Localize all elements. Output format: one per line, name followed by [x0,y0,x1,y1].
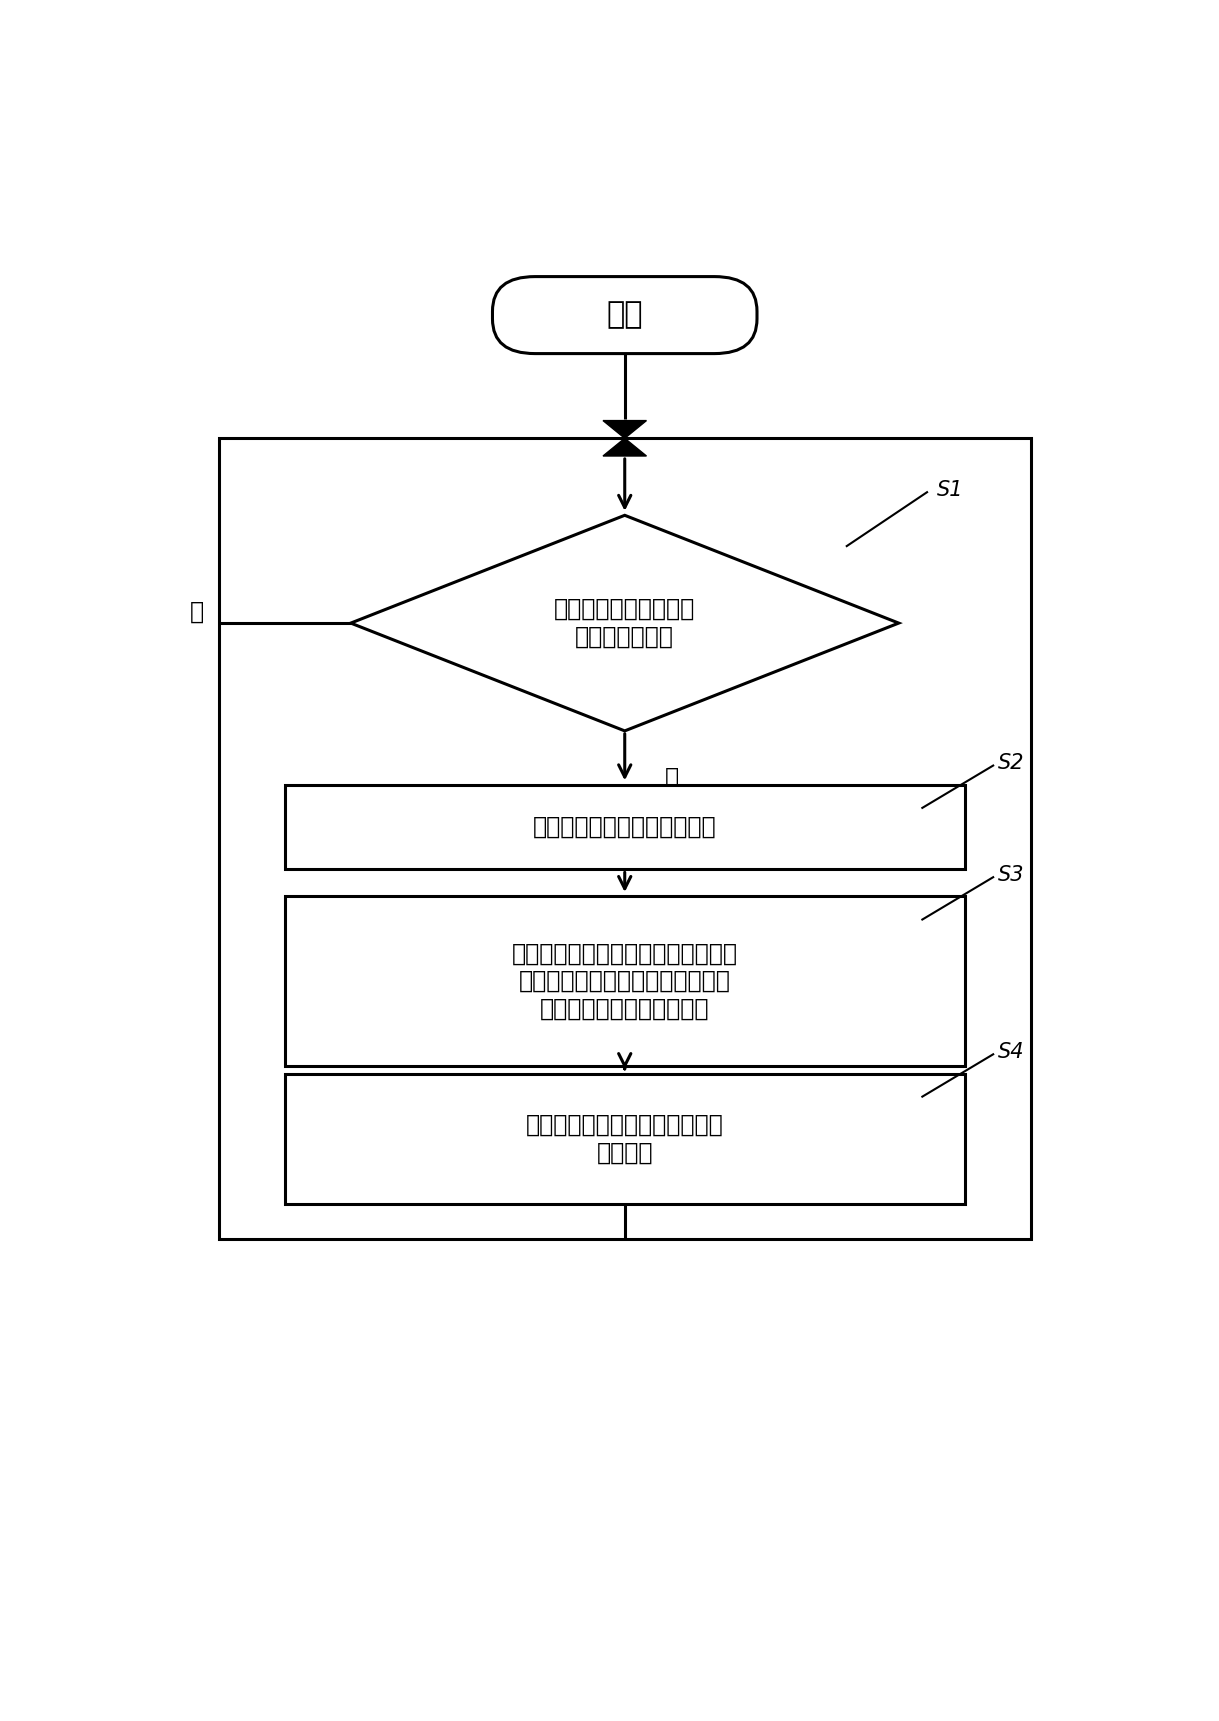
Text: S3: S3 [998,866,1024,885]
Text: S2: S2 [998,754,1024,773]
Text: 储存模块储存影像压制芯片所压
制的影像: 储存模块储存影像压制芯片所压 制的影像 [525,1113,724,1165]
Text: S1: S1 [936,480,963,499]
Bar [285,897,965,1065]
Text: 是: 是 [664,766,679,790]
Bar [285,785,965,869]
Text: 否: 否 [190,599,205,623]
Text: 事故侵测模块发出一触发讯号: 事故侵测模块发出一触发讯号 [533,816,717,840]
FancyBboxPatch shape [492,277,757,353]
Polygon shape [603,420,646,456]
Polygon shape [351,515,898,731]
Text: 影像压制芯片接收该触发讯号，从暂
存模块中提取一预设时间段内的影
像并压制为适合储存的格式: 影像压制芯片接收该触发讯号，从暂 存模块中提取一预设时间段内的影 像并压制为适合… [512,941,737,1021]
Text: S4: S4 [998,1041,1024,1062]
Text: 开始: 开始 [607,301,642,330]
Text: 事故侵测模块实时侵测
是否有事故发生: 事故侵测模块实时侵测 是否有事故发生 [555,597,695,649]
Bar [285,1074,965,1205]
Bar [218,439,1031,1239]
